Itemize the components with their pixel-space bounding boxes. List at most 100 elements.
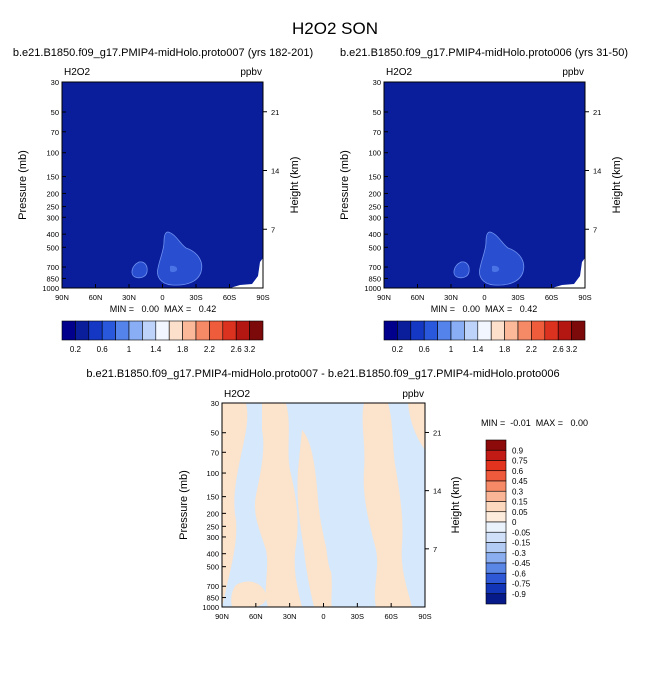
diff-y2-ticks: 21 14 7 bbox=[425, 428, 441, 554]
diff-colorbar-box bbox=[485, 470, 507, 482]
left-colorbar-box bbox=[182, 320, 197, 341]
diff-x-tick-label: 0 bbox=[321, 612, 325, 621]
diff-y2-axis-label: Height (km) bbox=[450, 477, 462, 534]
diff-y-tick-label: 250 bbox=[206, 522, 219, 531]
left-var-label: H2O2 bbox=[64, 67, 91, 78]
left-y-tick-label: 250 bbox=[46, 203, 59, 212]
left-colorbar-box bbox=[115, 320, 130, 341]
diff-min-max: MIN = -0.01 MAX = 0.00 bbox=[481, 418, 588, 428]
left-y-tick-label: 150 bbox=[46, 173, 59, 182]
left-x-tick-label: 90S bbox=[256, 293, 269, 302]
diff-y-tick-label: 700 bbox=[206, 582, 219, 591]
diff-y-axis-label: Pressure (mb) bbox=[178, 470, 190, 540]
right-x-tick-label: 60N bbox=[411, 293, 425, 302]
diff-orange-region-5 bbox=[231, 581, 267, 607]
diff-colorbar-label: -0.05 bbox=[512, 528, 531, 537]
right-x-tick-label: 90S bbox=[578, 293, 591, 302]
left-contour-surface-edge bbox=[230, 258, 263, 288]
right-colorbar-box bbox=[477, 320, 492, 341]
diff-y-tick-label: 850 bbox=[206, 594, 219, 603]
left-units-label: ppbv bbox=[240, 67, 262, 78]
diff-colorbar-label: 0.75 bbox=[512, 457, 528, 466]
left-contours bbox=[131, 231, 263, 288]
left-colorbar-label: 1.8 bbox=[177, 345, 189, 354]
diff-colorbar-label: -0.15 bbox=[512, 539, 531, 548]
left-x-tick-label: 60S bbox=[223, 293, 236, 302]
diff-colorbar-box bbox=[485, 501, 507, 513]
diff-y-tick-label: 400 bbox=[206, 550, 219, 559]
diff-blue-region-2 bbox=[326, 519, 347, 574]
left-colorbar-label: 2.6 bbox=[231, 345, 243, 354]
right-contour-blob-small bbox=[453, 261, 470, 279]
diff-y-tick-label: 1000 bbox=[202, 603, 219, 612]
right-y2-axis-label: Height (km) bbox=[611, 157, 623, 214]
diff-orange-region-1 bbox=[222, 403, 248, 607]
right-colorbar-label: 0.2 bbox=[392, 345, 404, 354]
left-y-tick-label: 700 bbox=[46, 263, 59, 272]
right-y-tick-label: 30 bbox=[373, 78, 381, 87]
diff-y-tick-label: 70 bbox=[211, 448, 219, 457]
diff-colorbar-box bbox=[485, 562, 507, 574]
diff-colorbar-box bbox=[485, 531, 507, 543]
right-y-tick-label: 70 bbox=[373, 128, 381, 137]
left-y-tick-label: 70 bbox=[51, 128, 59, 137]
diff-colorbar-label: -0.6 bbox=[512, 569, 526, 578]
diff-y-tick-label: 200 bbox=[206, 509, 219, 518]
right-x-tick-label: 90N bbox=[377, 293, 391, 302]
diff-y-tick-label: 100 bbox=[206, 469, 219, 478]
left-y2-tick-label: 7 bbox=[271, 225, 275, 234]
right-y-tick-label: 300 bbox=[368, 213, 381, 222]
left-x-tick-label: 30S bbox=[189, 293, 202, 302]
right-y-tick-label: 200 bbox=[368, 189, 381, 198]
diff-colorbar: 0.9 0.750.60.450.3 0.150.050-0.05 -0.15-0.3… bbox=[485, 439, 531, 605]
right-y-tick-label: 250 bbox=[368, 203, 381, 212]
diff-colorbar-box bbox=[485, 449, 507, 461]
diff-colorbar-label: 0.45 bbox=[512, 477, 528, 486]
right-var-label: H2O2 bbox=[386, 67, 413, 78]
left-contour-blob-inner bbox=[170, 265, 178, 273]
right-colorbar-label: 2.6 bbox=[553, 345, 565, 354]
right-y-tick-label: 700 bbox=[368, 263, 381, 272]
diff-colorbar-label: -0.3 bbox=[512, 549, 526, 558]
right-colorbar-label: 3.2 bbox=[566, 345, 578, 354]
diff-colorbar-box bbox=[485, 511, 507, 523]
left-y-tick-label: 500 bbox=[46, 243, 59, 252]
diff-colorbar-label: 0 bbox=[512, 518, 517, 527]
diff-colorbar-box bbox=[485, 583, 507, 595]
left-y-tick-label: 850 bbox=[46, 274, 59, 283]
diff-orange-region-2 bbox=[254, 403, 302, 607]
left-colorbar-box bbox=[61, 320, 76, 341]
diff-y-tick-label: 150 bbox=[206, 493, 219, 502]
left-y-axis-label: Pressure (mb) bbox=[17, 150, 29, 220]
right-colorbar-label: 1.4 bbox=[472, 345, 484, 354]
diff-colorbar-box bbox=[485, 490, 507, 502]
diff-colorbar-label: 0.05 bbox=[512, 508, 528, 517]
left-y2-tick-label: 14 bbox=[271, 167, 279, 176]
right-units-label: ppbv bbox=[562, 67, 584, 78]
right-colorbar-box bbox=[490, 320, 505, 341]
diff-colorbar-box bbox=[485, 572, 507, 584]
left-y-tick-label: 30 bbox=[51, 78, 59, 87]
right-y2-tick-label: 14 bbox=[593, 167, 601, 176]
right-y2-tick-label: 7 bbox=[593, 225, 597, 234]
diff-y-tick-label: 500 bbox=[206, 563, 219, 572]
right-y-tick-label: 150 bbox=[368, 173, 381, 182]
left-y-tick-label: 400 bbox=[46, 230, 59, 239]
left-colorbar-box bbox=[222, 320, 237, 341]
right-y2-tick-label: 21 bbox=[593, 108, 601, 117]
diff-blue-region-1 bbox=[313, 410, 329, 466]
right-colorbar-box bbox=[383, 320, 398, 341]
diff-x-tick-label: 30N bbox=[283, 612, 297, 621]
diff-x-tick-label: 60S bbox=[384, 612, 397, 621]
left-colorbar-box bbox=[168, 320, 183, 341]
right-x-tick-label: 0 bbox=[482, 293, 486, 302]
diff-colorbar-box bbox=[485, 439, 507, 451]
diff-panel-title: b.e21.B1850.f09_g17.PMIP4-midHolo.proto0… bbox=[86, 368, 559, 380]
right-colorbar-label: 1.8 bbox=[499, 345, 511, 354]
diff-colorbar-box bbox=[485, 542, 507, 554]
left-y-tick-label: 300 bbox=[46, 213, 59, 222]
diff-colorbar-box bbox=[485, 552, 507, 564]
